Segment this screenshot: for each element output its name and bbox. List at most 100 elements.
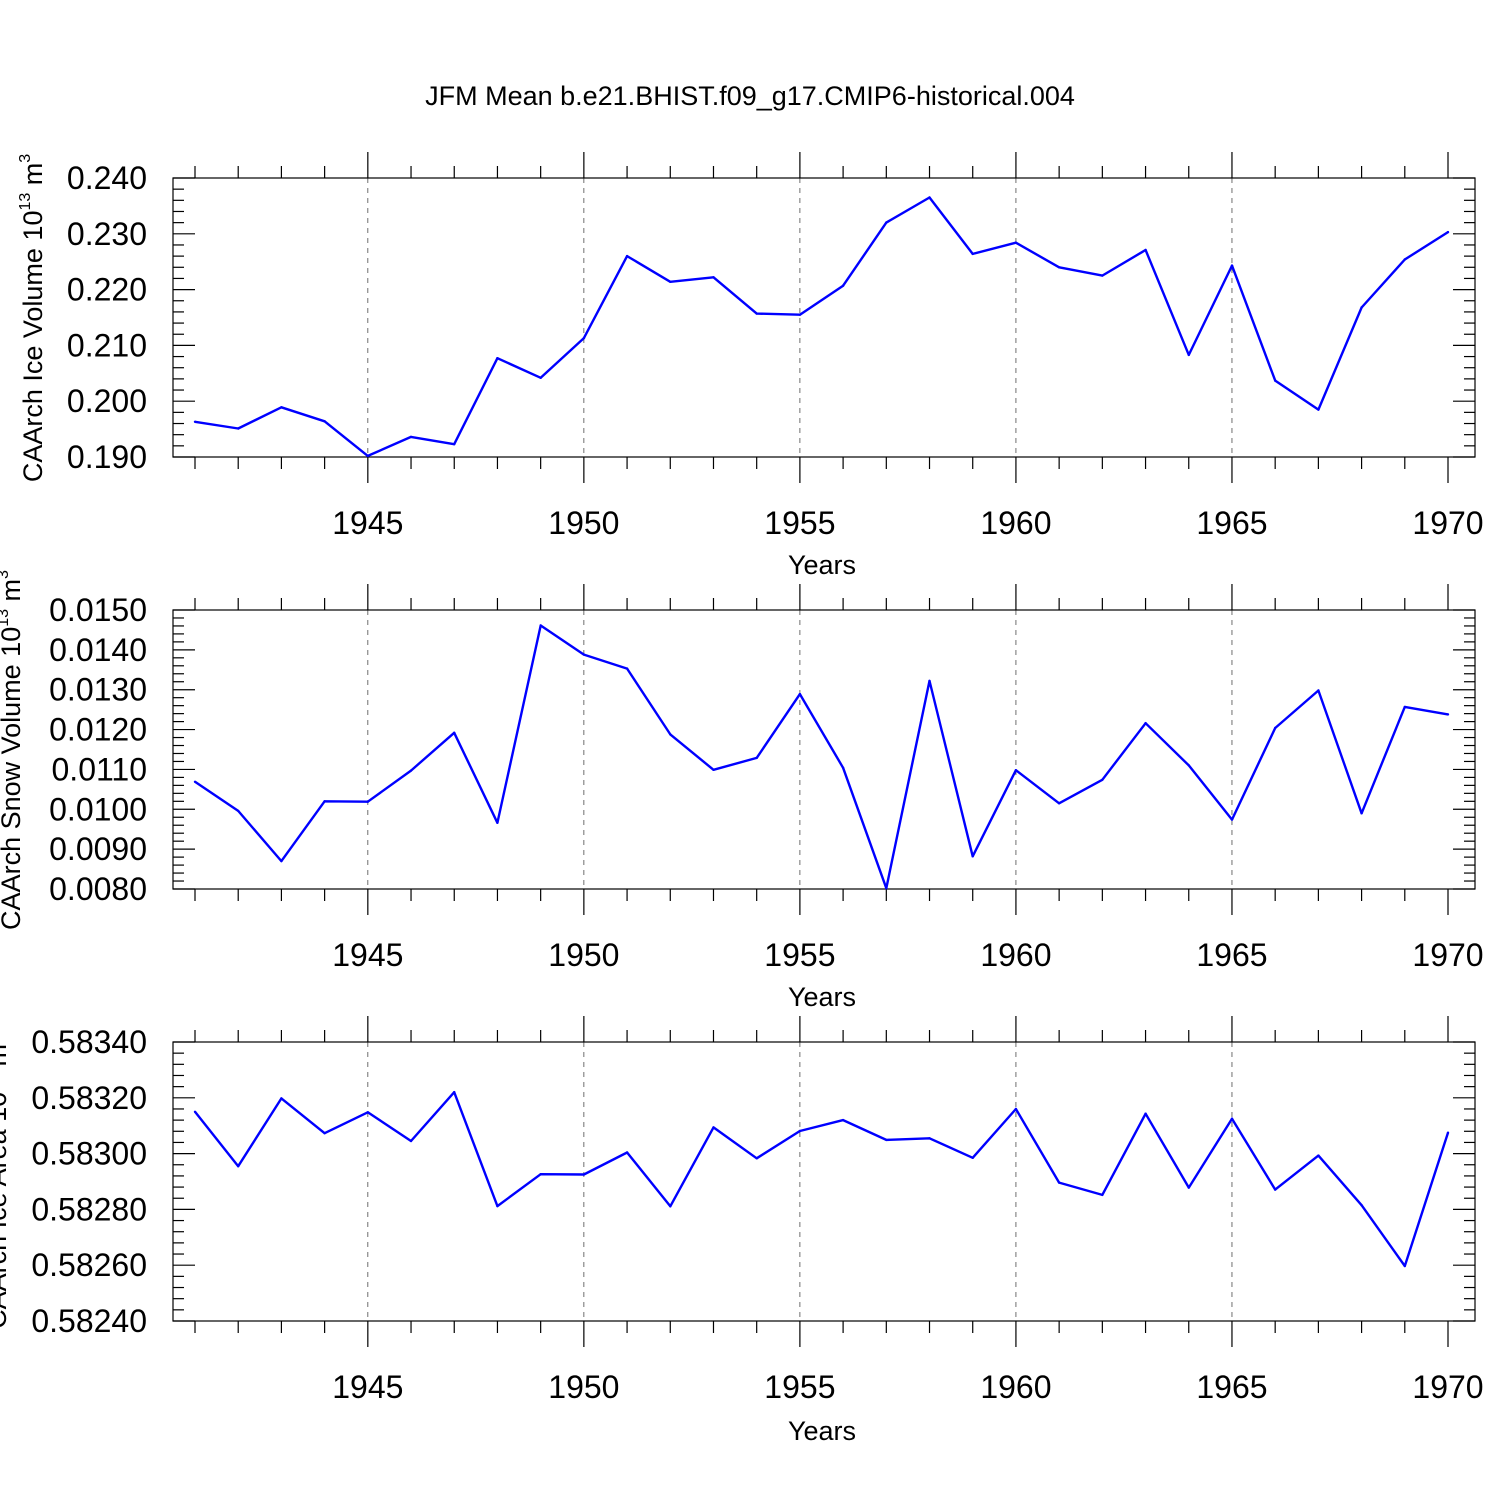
y-tick-label: 0.58280: [31, 1191, 147, 1227]
data-point: [496, 357, 499, 360]
data-point: [280, 859, 283, 863]
data-point: [755, 312, 758, 315]
data-point: [712, 1126, 715, 1129]
y-tick-label: 0.0120: [49, 712, 147, 748]
data-point: [582, 653, 586, 656]
data-point: [1230, 264, 1234, 267]
data-point: [539, 624, 542, 627]
x-gridlines: [367, 1042, 1233, 1321]
y-tick-label: 0.0100: [49, 791, 147, 827]
data-point: [971, 252, 974, 256]
x-axis-ticks: [194, 1016, 1449, 1347]
x-tick-label: 1965: [1196, 937, 1267, 973]
x-axis-title: Years: [788, 1416, 856, 1446]
x-axis-ticks: [194, 584, 1449, 915]
data-point: [193, 1110, 197, 1114]
ice-volume-series-line: [194, 196, 1449, 458]
x-tick-label: 1955: [764, 505, 835, 541]
x-axis-title: Years: [788, 982, 856, 1012]
data-point: [496, 821, 499, 824]
y-tick-label: 0.0110: [52, 751, 148, 787]
y-tick-label: 0.58260: [31, 1247, 147, 1283]
data-point: [1057, 266, 1061, 269]
data-point: [885, 1138, 888, 1142]
data-point: [1014, 1107, 1018, 1111]
data-point: [1446, 713, 1450, 716]
x-tick-label: 1970: [1412, 937, 1483, 973]
data-point: [798, 313, 802, 316]
data-point: [409, 1139, 413, 1143]
data-point: [539, 1173, 542, 1176]
data-point: [928, 1137, 931, 1140]
y-tick-label: 0.0150: [49, 592, 147, 628]
data-point: [453, 731, 456, 734]
data-point: [625, 667, 629, 670]
data-point: [1144, 722, 1147, 725]
data-point: [841, 1118, 845, 1122]
data-point: [323, 420, 326, 423]
data-point: [1014, 241, 1018, 244]
data-point: [625, 1151, 629, 1154]
y-tick-label: 0.200: [67, 383, 147, 419]
data-point: [669, 733, 672, 736]
x-tick-labels: 1945 1950 1955 1960 1965 1970: [332, 505, 1483, 541]
y-tick-labels: 0.190 0.200 0.210 0.220 0.230 0.240: [67, 160, 147, 475]
data-point: [323, 800, 326, 803]
panel-ice-area: 1945 1950 1955 1960 1965 1970 0.582400.582600…: [0, 1016, 1484, 1446]
data-point: [280, 406, 283, 409]
data-point: [1230, 818, 1234, 821]
ice-volume-data-points: [193, 196, 1450, 458]
data-point: [1274, 379, 1277, 382]
ice-area-series-line: [194, 1091, 1450, 1268]
data-point: [280, 1097, 283, 1100]
data-point: [1057, 802, 1061, 805]
panel-ice-volume: 1945 1950 1955 1960 1965 1970 0.190 0.200 0.210…: [17, 152, 1484, 580]
x-tick-label: 1970: [1412, 505, 1483, 541]
y-tick-label: 0.190: [67, 439, 147, 475]
y-tick-label: 0.58300: [31, 1136, 147, 1172]
y-tick-label: 0.0130: [49, 672, 147, 708]
data-point: [755, 756, 758, 760]
y-axis-title: CAArch Snow Volume 1013 m3: [0, 570, 26, 930]
data-point: [712, 276, 715, 279]
x-tick-label: 1945: [332, 505, 403, 541]
data-point: [582, 1173, 586, 1176]
data-point: [1187, 764, 1191, 767]
data-point: [409, 769, 413, 772]
snow-volume-data-points: [193, 624, 1450, 890]
x-tick-labels: 1945 1950 1955 1960 1965 1970: [332, 1369, 1483, 1405]
ice-area-data-points: [193, 1091, 1450, 1268]
data-point: [453, 1091, 456, 1094]
data-point: [971, 1156, 974, 1160]
x-tick-label: 1945: [332, 1369, 403, 1405]
plot-frame: [172, 1041, 1476, 1322]
x-tick-label: 1965: [1196, 505, 1267, 541]
x-gridlines: [367, 178, 1233, 457]
data-point: [669, 280, 672, 283]
y-tick-label: 0.230: [67, 216, 147, 252]
data-point: [496, 1204, 499, 1208]
data-point: [366, 800, 369, 803]
figure-title: JFM Mean b.e21.BHIST.f09_g17.CMIP6-histo…: [425, 81, 1075, 111]
data-point: [1446, 230, 1450, 234]
y-tick-label: 0.0080: [49, 871, 147, 907]
data-point: [841, 284, 845, 287]
x-axis-title: Years: [788, 550, 856, 580]
y-tick-label: 0.0090: [49, 831, 147, 867]
data-point: [1187, 353, 1191, 357]
data-point: [193, 780, 197, 783]
y-axis-ticks: [173, 1041, 1475, 1322]
y-tick-label: 0.210: [67, 327, 147, 363]
data-point: [237, 1165, 240, 1168]
y-tick-label: 0.240: [67, 160, 147, 196]
data-point: [1317, 408, 1320, 411]
data-point: [1317, 689, 1320, 692]
data-point: [193, 420, 197, 423]
x-tick-label: 1960: [980, 505, 1051, 541]
data-point: [323, 1132, 326, 1135]
data-point: [841, 766, 845, 769]
data-point: [582, 336, 586, 340]
data-point: [1144, 248, 1147, 252]
x-tick-labels: 1945 1950 1955 1960 1965 1970: [332, 937, 1483, 973]
